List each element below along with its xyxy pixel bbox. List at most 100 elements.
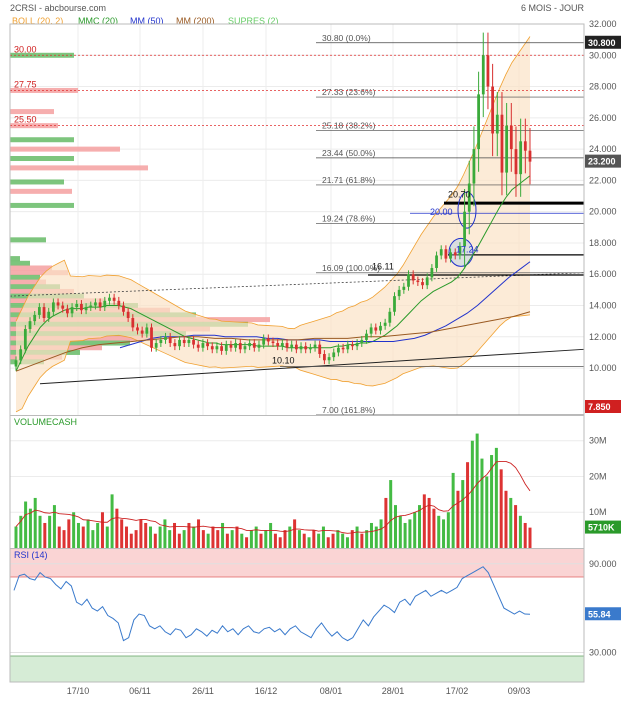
- candle-body: [374, 327, 378, 331]
- volume-profile-bar: [10, 274, 40, 280]
- candle-body: [117, 300, 121, 306]
- volume-profile-bar: [10, 188, 72, 194]
- volume-bar: [293, 519, 297, 548]
- rsi-line: [13, 566, 531, 642]
- volume-bar: [442, 519, 446, 548]
- volume-bar: [480, 458, 484, 548]
- candle-body: [407, 274, 410, 287]
- volume-bar: [57, 526, 61, 548]
- candle-body: [505, 125, 509, 173]
- candle-body: [173, 343, 177, 347]
- rsi-y-tick-label: 30.000: [589, 647, 617, 657]
- volume-bar: [490, 455, 494, 548]
- candle-body: [318, 344, 322, 355]
- price-annotation: 10.10: [272, 355, 295, 365]
- volume-bar: [24, 501, 28, 548]
- candle-body: [262, 338, 266, 345]
- volume-bar: [76, 522, 80, 548]
- resistance-label: 30.00: [14, 44, 37, 54]
- candle-body: [80, 303, 83, 311]
- candle-body: [435, 255, 438, 268]
- rsi-oversold-zone: [10, 656, 584, 682]
- volume-panel: VOLUMECASH 30M 20M 10M 5710K: [10, 416, 621, 548]
- candle-body: [308, 347, 312, 350]
- candle-body: [229, 344, 233, 348]
- price-box-label: 7.850: [588, 402, 611, 412]
- price-y-tick-label: 26.000: [589, 113, 617, 123]
- volume-profile-bar: [10, 109, 54, 115]
- volume-bar: [336, 530, 340, 548]
- candle-body: [397, 289, 401, 297]
- candle-body: [159, 339, 163, 344]
- volume-bar: [134, 530, 138, 548]
- price-box: [585, 400, 621, 413]
- volume-bar: [345, 537, 349, 548]
- volume-bar: [470, 440, 474, 548]
- volume-bar: [475, 433, 479, 548]
- symbol-source-title: 2CRSI - abcbourse.com: [10, 3, 106, 13]
- price-y-tick-label: 32.000: [589, 19, 617, 29]
- volume-bar: [177, 533, 181, 548]
- volume-bar: [379, 519, 383, 548]
- volume-bar: [96, 522, 100, 548]
- volume-bar: [139, 519, 143, 548]
- candle-body: [28, 321, 32, 329]
- volume-bar: [283, 530, 287, 548]
- volume-bar: [28, 508, 32, 548]
- candle-body: [299, 346, 303, 350]
- candle-body: [337, 347, 340, 353]
- candle-body: [365, 333, 368, 340]
- volume-y-tick-label: 20M: [589, 471, 607, 481]
- volume-bar: [317, 533, 321, 548]
- candle-body: [411, 274, 415, 281]
- x-tick-label: 17/10: [67, 686, 90, 696]
- volume-bar: [240, 533, 244, 548]
- candle-body: [238, 343, 242, 350]
- volume-bar: [302, 533, 306, 548]
- volume-y-tick-label: 10M: [589, 507, 607, 517]
- volume-profile-bar: [10, 270, 68, 276]
- rsi-panel: RSI (14) 90.000 30.000 55.84: [10, 549, 621, 682]
- candle-body: [234, 343, 238, 348]
- volume-bar: [494, 447, 498, 548]
- volume-bar: [91, 530, 95, 548]
- volume-profile-bar: [10, 179, 64, 185]
- volume-bar: [62, 530, 66, 548]
- candle-body: [388, 311, 392, 323]
- volume-bar: [273, 533, 277, 548]
- legend-item: SUPRES (2): [228, 16, 279, 26]
- candle-body: [122, 305, 125, 312]
- fibonacci-label: 19.24 (78.6%): [322, 214, 376, 224]
- price-y-tick-label: 22.000: [589, 175, 617, 185]
- volume-bar: [129, 533, 133, 548]
- resistance-label: 25.50: [14, 115, 37, 125]
- candle-body: [323, 354, 326, 361]
- candle-body: [164, 336, 167, 340]
- candle-body: [355, 343, 359, 347]
- candle-body: [290, 344, 294, 348]
- volume-bar: [307, 537, 311, 548]
- legend-item: MMC (20): [78, 16, 118, 26]
- candle-body: [383, 322, 387, 326]
- candle-body: [145, 327, 149, 334]
- candle-body: [178, 339, 181, 347]
- fibonacci-label: 21.71 (61.8%): [322, 175, 376, 185]
- volume-bar: [115, 508, 119, 548]
- volume-bar: [360, 533, 364, 548]
- volume-bar: [67, 519, 71, 548]
- candle-body: [243, 346, 247, 350]
- price-y-tick-label: 24.000: [589, 144, 617, 154]
- volume-bar: [350, 530, 354, 548]
- volume-bar: [341, 533, 345, 548]
- volume-value-label: 5710K: [588, 523, 615, 533]
- candle-body: [98, 302, 102, 308]
- candle-body: [248, 343, 252, 347]
- candle-body: [449, 252, 452, 259]
- price-annotation: 16.11: [372, 262, 394, 272]
- volume-bar: [206, 533, 210, 548]
- price-y-tick-label: 16.000: [589, 269, 617, 279]
- candle-body: [56, 302, 60, 306]
- volume-bar: [124, 526, 128, 548]
- indicator-legend: BOLL (20, 2) MMC (20) MM (50) MM (200) SUPRE…: [12, 16, 279, 26]
- volume-bar: [278, 537, 282, 548]
